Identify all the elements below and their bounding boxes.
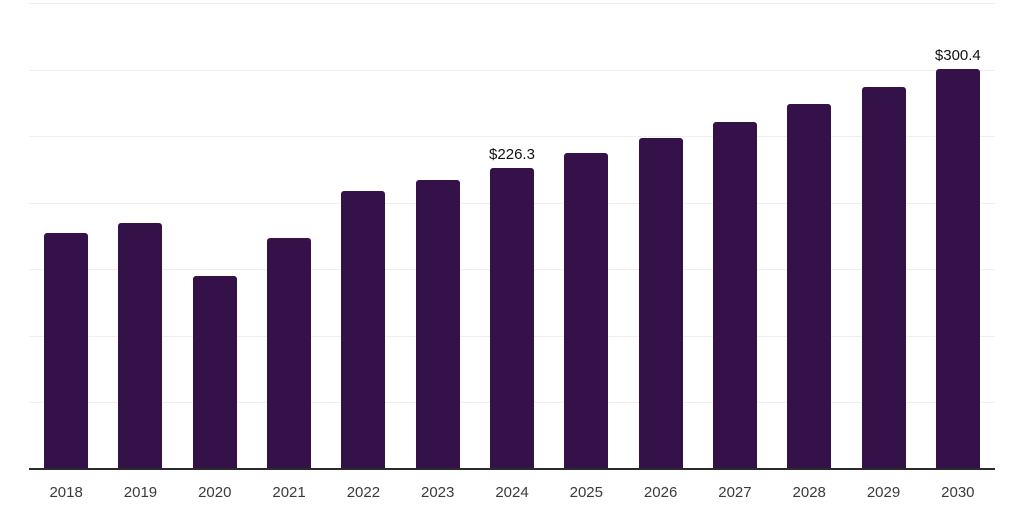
x-tick-label-2030: 2030 [941,484,975,501]
x-tick-label-2027: 2027 [718,484,752,501]
bar-2025 [564,152,609,469]
x-tick-label-2023: 2023 [421,484,455,501]
data-label-2030: $300.4 [934,47,981,65]
x-tick-label-2022: 2022 [346,484,381,501]
gridline-350 [29,3,995,4]
bar-2027 [712,121,757,469]
x-tick-label-2028: 2028 [792,484,826,501]
x-tick-label-2020: 2020 [198,484,232,501]
x-axis-tick-labels: 2018 2019 2020 2021 2022 2023 2024 2025 2026 2027… [29,484,995,504]
bar-2029 [861,87,906,469]
x-tick-label-2025: 2025 [569,484,603,501]
bar-2028 [787,104,832,469]
x-axis-line [29,468,995,470]
bar-2021 [267,237,312,469]
bar-2024 [490,167,534,469]
x-tick-label-2029: 2029 [866,484,901,501]
gridline-250 [29,136,995,138]
x-tick-label-2021: 2021 [272,484,306,501]
bar-2020 [192,275,237,469]
x-tick-label-2018: 2018 [49,484,83,501]
x-tick-label-2019: 2019 [123,484,158,501]
x-tick-label-2026: 2026 [643,484,678,501]
data-label-2024: $226.3 [489,145,535,163]
bar-2026 [638,137,683,469]
bar-2018 [44,232,89,469]
x-tick-label-2024: 2024 [495,484,529,501]
bar-2022 [341,191,386,469]
gridline-300 [29,69,995,71]
bar-2019 [118,223,163,469]
bar-2030 [935,69,980,469]
bar-2023 [415,180,460,469]
plot-area: $226.3 $300.4 [29,3,995,470]
